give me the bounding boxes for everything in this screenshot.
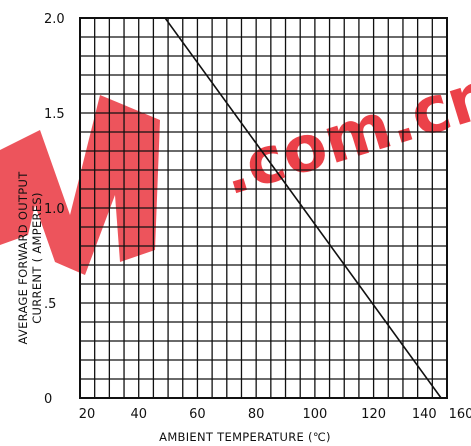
- x-tick-label: 60: [189, 407, 206, 422]
- y-tick-label: .5: [44, 297, 56, 312]
- x-tick-label: 120: [361, 407, 386, 422]
- x-tick-label: 40: [130, 407, 147, 422]
- y-axis-label-line-1: AVERAGE FORWARD OUTPUT: [16, 171, 30, 345]
- y-axis-label: AVERAGE FORWARD OUTPUT CURRENT ( AMPERES…: [16, 171, 44, 345]
- x-tick-label: 20: [79, 407, 96, 422]
- y-tick-label: 0: [44, 392, 52, 407]
- y-tick-label: 1.5: [44, 107, 65, 122]
- plot-frame: [79, 17, 448, 399]
- derating-curve: [80, 17, 442, 399]
- y-tick-label: 1.0: [44, 202, 65, 217]
- y-axis-label-line-2: CURRENT ( AMPERES): [30, 192, 44, 324]
- x-tick-label: 100: [302, 407, 327, 422]
- watermark: .com.cn: [0, 57, 471, 275]
- x-tick-label: 160: [449, 407, 471, 422]
- y-tick-label: 2.0: [44, 12, 65, 27]
- chart-grid: [80, 18, 447, 398]
- x-tick-label: 140: [412, 407, 437, 422]
- x-axis-ticks: 20 40 60 80 100 120 140 160: [79, 407, 471, 422]
- x-axis-label: AMBIENT TEMPERATURE (℃): [159, 430, 331, 444]
- y-axis-ticks: 0 .5 1.0 1.5 2.0: [44, 12, 65, 407]
- x-tick-label: 80: [248, 407, 265, 422]
